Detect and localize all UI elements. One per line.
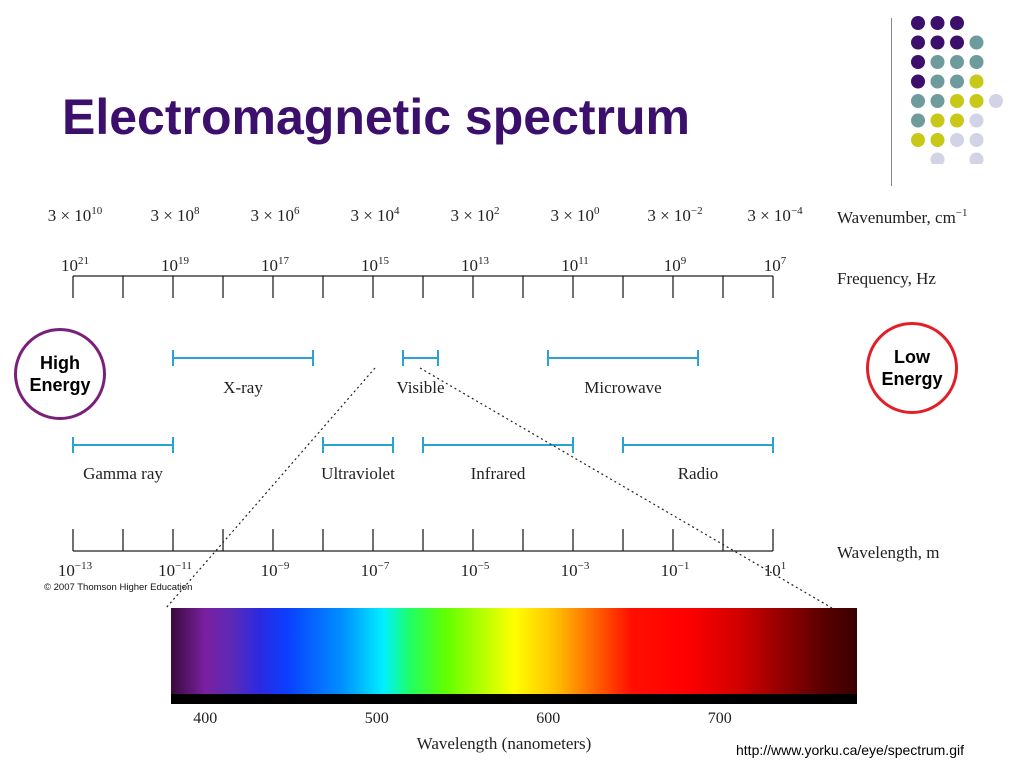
wavenumber-tick-label: 3 × 1010	[48, 205, 103, 225]
frequency-axis-label: Frequency, Hz	[837, 269, 936, 288]
band-microwave: Microwave	[547, 350, 699, 397]
wavelength-tick-label: 10−1	[661, 560, 690, 580]
spectrum-bands: X-ray Visible Microwave Gamma ray Ultraviole…	[72, 350, 774, 483]
band-label: Ultraviolet	[321, 464, 395, 483]
decorative-dot	[969, 35, 984, 50]
low-energy-line-1: Low	[894, 347, 930, 367]
high-energy-badge: High Energy	[14, 328, 106, 420]
decorative-dot	[969, 152, 984, 164]
decorative-dot	[911, 133, 925, 147]
low-energy-line-2: Energy	[881, 369, 943, 389]
frequency-ruler	[72, 275, 774, 298]
decorative-dot	[969, 94, 984, 108]
wavelength-tick-label: 10−9	[261, 560, 290, 580]
source-url: http://www.yorku.ca/eye/spectrum.gif	[736, 742, 964, 758]
visible-tick-label: 700	[708, 710, 732, 727]
decorative-dot	[969, 133, 984, 147]
wavelength-tick-label: 10−13	[58, 560, 93, 580]
band-ultraviolet: Ultraviolet	[321, 437, 395, 483]
wavelength-tick-label: 101	[764, 560, 787, 580]
decorative-dot	[911, 55, 925, 69]
visible-tick-label: 400	[193, 710, 217, 727]
frequency-tick-label: 107	[764, 255, 787, 275]
decorative-dot	[950, 113, 964, 128]
decorative-dot	[969, 55, 984, 69]
copyright-notice: © 2007 Thomson Higher Education	[44, 582, 193, 593]
frequency-tick-label: 1017	[261, 255, 290, 275]
frequency-tick-label: 1019	[161, 255, 190, 275]
decorative-dot	[989, 94, 1003, 108]
decorative-dot	[930, 55, 945, 69]
visible-spectrum-gradient	[171, 608, 857, 694]
frequency-tick-label: 1011	[561, 255, 589, 275]
band-gamma-ray: Gamma ray	[72, 437, 174, 483]
wavenumber-axis-label: Wavenumber, cm−1	[837, 207, 968, 227]
visible-tick-label: 500	[365, 710, 389, 727]
zoom-line-left	[165, 367, 376, 609]
band-visible: Visible	[396, 350, 445, 397]
wavelength-scale: 10−13 10−11 10−9 10−7 10−5 10−3 10−1 101	[58, 560, 786, 580]
wavelength-tick-label: 10−3	[561, 560, 590, 580]
wavenumber-scale: 3 × 1010 3 × 108 3 × 106 3 × 104 3 × 102 3 × …	[48, 205, 803, 225]
wavenumber-tick-label: 3 × 106	[250, 205, 300, 225]
decorative-dot	[911, 16, 925, 30]
decorative-dot	[930, 94, 945, 108]
visible-spectrum-baseline	[171, 694, 857, 704]
wavelength-axis-label: Wavelength, m	[837, 543, 940, 562]
frequency-tick-label: 1015	[361, 255, 390, 275]
band-label: Visible	[396, 378, 444, 397]
wavenumber-tick-label: 3 × 104	[350, 205, 400, 225]
band-label: Gamma ray	[83, 464, 163, 483]
decorative-dot	[969, 74, 984, 89]
visible-tick-label: 600	[536, 710, 560, 727]
decorative-dot	[911, 74, 925, 89]
low-energy-badge: Low Energy	[866, 322, 958, 414]
high-energy-line-2: Energy	[29, 375, 91, 395]
decorative-dot	[930, 74, 945, 89]
wavelength-tick-label: 10−5	[461, 560, 490, 580]
band-label: Microwave	[584, 378, 661, 397]
wavelength-tick-label: 10−7	[361, 560, 390, 580]
band-radio: Radio	[622, 437, 774, 483]
decorative-dot-grid	[911, 16, 1003, 164]
wavenumber-tick-label: 3 × 100	[550, 205, 600, 225]
decorative-dot	[950, 74, 964, 89]
decorative-dot	[930, 113, 945, 128]
decorative-dot	[930, 133, 945, 147]
decorative-divider	[891, 18, 892, 186]
decorative-dot	[969, 113, 984, 128]
decorative-dot	[911, 113, 925, 128]
slide-title: Electromagnetic spectrum	[62, 89, 690, 145]
decorative-dot	[950, 94, 964, 108]
wavenumber-tick-label: 3 × 10−4	[747, 205, 803, 225]
band-x-ray: X-ray	[172, 350, 314, 397]
decorative-dot	[950, 55, 964, 69]
frequency-tick-label: 1021	[61, 255, 89, 275]
decorative-dot	[911, 94, 925, 108]
frequency-tick-label: 109	[664, 255, 687, 275]
wavenumber-tick-label: 3 × 102	[450, 205, 499, 225]
decorative-dot	[911, 35, 925, 50]
decorative-dot	[930, 16, 945, 30]
frequency-scale: 1021 1019 1017 1015 1013 1011 109 107	[61, 255, 787, 275]
visible-axis-label: Wavelength (nanometers)	[417, 734, 592, 753]
band-label: Radio	[678, 464, 719, 483]
zoom-line-right	[419, 367, 833, 609]
decorative-dot	[950, 16, 964, 30]
frequency-tick-label: 1013	[461, 255, 490, 275]
decorative-dot	[950, 133, 964, 147]
decorative-dot	[930, 152, 945, 164]
band-label: X-ray	[223, 378, 263, 397]
wavenumber-tick-label: 3 × 10−2	[647, 205, 702, 225]
wavelength-ruler	[72, 529, 774, 552]
decorative-dot	[950, 35, 964, 50]
decorative-dot	[930, 35, 945, 50]
high-energy-line-1: High	[40, 353, 80, 373]
wavenumber-tick-label: 3 × 108	[150, 205, 200, 225]
band-infrared: Infrared	[422, 437, 574, 483]
band-label: Infrared	[471, 464, 526, 483]
visible-spectrum-scale: 400 500 600 700	[193, 694, 732, 727]
wavelength-tick-label: 10−11	[158, 560, 192, 580]
